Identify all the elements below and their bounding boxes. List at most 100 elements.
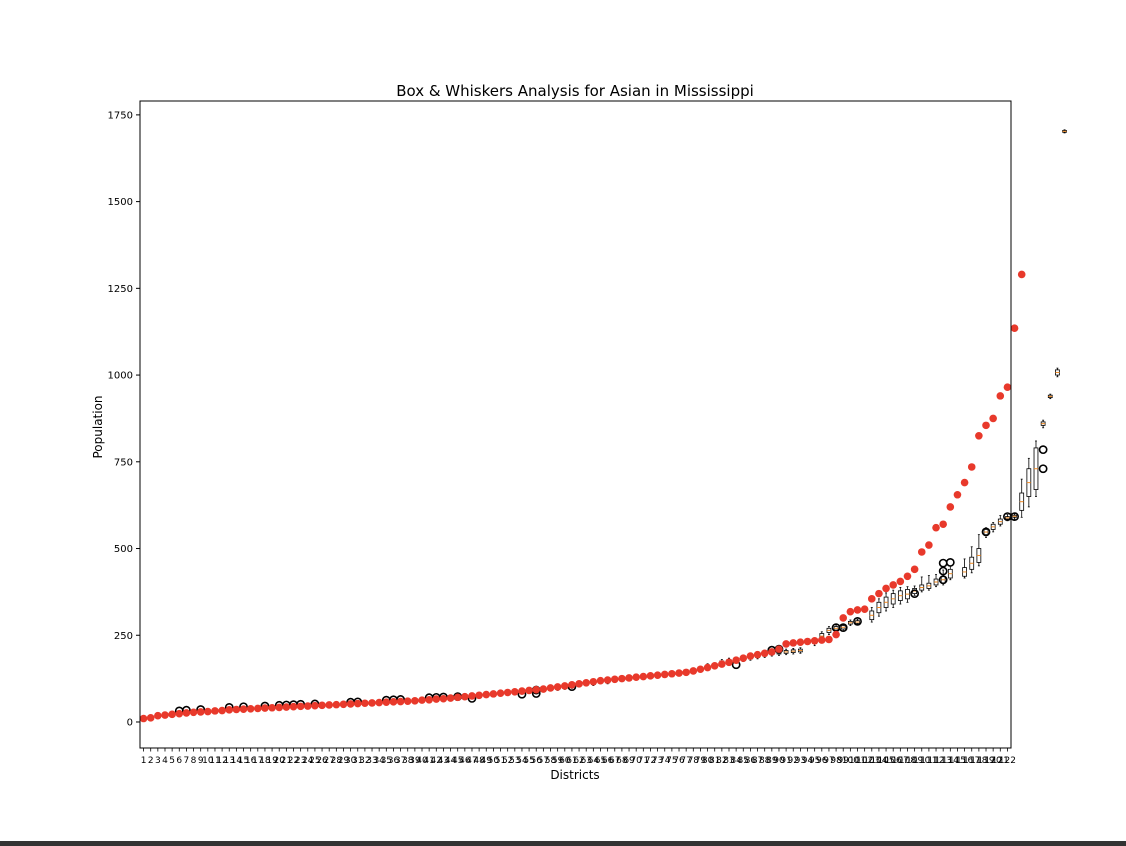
x-tick-label: 102: [856, 756, 873, 766]
red-point: [682, 668, 690, 677]
x-tick-label: 122: [999, 756, 1016, 766]
red-point: [896, 577, 905, 586]
red-point: [839, 614, 848, 622]
plot-frame: [139, 100, 1012, 749]
chart-title: Box & Whiskers Analysis for Asian in Mis…: [396, 82, 754, 100]
x-axis-label: Districts: [550, 768, 599, 782]
y-tick-label: 750: [114, 457, 133, 468]
red-point: [989, 414, 997, 423]
x-tick-label: 25: [309, 756, 320, 766]
box-127: [1038, 419, 1048, 474]
x-tick-label: 39: [409, 756, 421, 766]
red-point: [246, 704, 255, 713]
red-point: [832, 630, 840, 639]
box-128: [1047, 393, 1053, 400]
red-point: [746, 652, 755, 660]
x-tick-label: 90: [773, 756, 785, 766]
red-point: [154, 711, 162, 720]
x-tick-label: 92: [788, 756, 799, 766]
x-tick-label: 42: [431, 756, 442, 766]
red-point: [1003, 383, 1012, 392]
x-tick-label: 15: [238, 756, 249, 766]
red-point: [996, 392, 1005, 400]
red-point: [432, 695, 441, 703]
red-point: [646, 672, 655, 680]
red-point: [689, 667, 698, 675]
x-tick-label: 47: [466, 756, 477, 766]
red-point: [332, 700, 341, 709]
red-point: [953, 490, 962, 499]
x-tick-label: 16: [245, 756, 257, 766]
x-tick-label: 72: [645, 756, 656, 766]
x-tick-label: 41: [423, 756, 434, 766]
x-tick-label: 22: [288, 756, 299, 766]
box-93: [798, 647, 803, 654]
x-tick-label: 34: [373, 756, 385, 766]
box-104: [876, 598, 882, 617]
red-point: [325, 701, 333, 709]
box-91: [783, 648, 789, 656]
red-point: [753, 650, 762, 659]
red-point: [532, 685, 541, 694]
y-axis-ticks: 0 250 500 750 1000 1250 1500 1750: [108, 110, 140, 728]
x-tick-label: 99: [837, 756, 849, 766]
red-point: [139, 714, 148, 723]
x-tick-label: 110: [913, 756, 930, 766]
x-tick-label: 84: [730, 756, 742, 766]
x-tick-label: 38: [402, 756, 414, 766]
red-point: [939, 520, 947, 529]
red-point: [789, 639, 798, 647]
red-point: [632, 673, 640, 682]
x-tick-label: 108: [899, 756, 916, 766]
red-point: [675, 669, 683, 677]
x-tick-label: 74: [659, 756, 671, 766]
x-tick-label: 2: [148, 756, 154, 766]
red-point: [925, 541, 933, 549]
red-point: [1017, 270, 1026, 279]
red-point: [703, 663, 712, 672]
red-point: [875, 589, 883, 598]
x-tick-label: 18: [259, 756, 271, 766]
red-point: [518, 687, 526, 695]
x-tick-label: 69: [623, 756, 635, 766]
red-point: [982, 421, 990, 430]
x-tick-label: 24: [302, 756, 314, 766]
box-106: [890, 589, 896, 608]
x-tick-label: 43: [438, 756, 449, 766]
x-tick-label: 8: [191, 756, 197, 766]
red-point: [375, 698, 383, 707]
box-108: [905, 586, 910, 603]
x-tick-label: 112: [927, 756, 944, 766]
x-tick-label: 28: [331, 756, 343, 766]
red-point: [775, 645, 783, 653]
box-119: [981, 527, 991, 538]
box-121: [997, 515, 1003, 527]
x-tick-label: 83: [723, 756, 734, 766]
x-tick-label: 67: [609, 756, 620, 766]
red-point: [796, 638, 805, 646]
red-point: [146, 714, 155, 722]
x-tick-label: 117: [963, 756, 980, 766]
x-tick-label: 91: [780, 756, 791, 766]
red-point: [618, 674, 626, 683]
outlier-point: [838, 623, 848, 633]
red-point: [882, 584, 890, 593]
red-point: [189, 708, 198, 717]
x-tick-label: 78: [688, 756, 700, 766]
red-point: [439, 694, 448, 703]
outlier-point: [938, 575, 948, 585]
red-point: [239, 705, 248, 713]
x-tick-label: 60: [559, 756, 571, 766]
red-point: [168, 710, 176, 719]
x-tick-label: 32: [359, 756, 370, 766]
x-tick-label: 115: [949, 756, 966, 766]
box-101: [853, 616, 862, 626]
x-tick-label: 76: [673, 756, 685, 766]
red-point: [889, 581, 898, 589]
red-point: [639, 672, 648, 681]
x-tick-label: 51: [495, 756, 506, 766]
x-tick-label: 57: [538, 756, 549, 766]
red-point: [289, 702, 298, 711]
x-tick-label: 48: [473, 756, 485, 766]
red-point: [382, 698, 391, 707]
